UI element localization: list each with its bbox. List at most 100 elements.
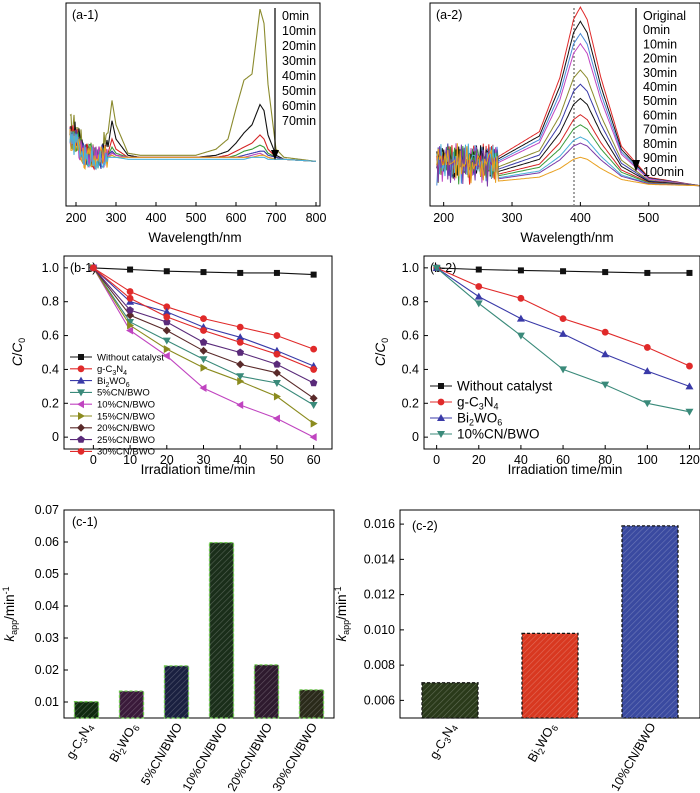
b1-legend-label: 25%CN/BWO (97, 435, 155, 446)
b2-xtick-label: 20 (472, 453, 486, 467)
c1-ytick-label: 0.02 (35, 663, 59, 677)
c2-ytick-label: 0.008 (364, 658, 395, 672)
b2-legend-label: Without catalyst (457, 379, 553, 394)
a1-xtick-label: 300 (106, 211, 127, 225)
c2-bar-hatch (622, 525, 678, 718)
a2-xtick-label: 400 (570, 211, 591, 225)
c2-ytick-label: 0.016 (364, 517, 395, 531)
b1-point-20%CN/BWO (236, 360, 245, 369)
b1-legend-label: Bi2WO6 (97, 376, 130, 389)
b2-ytick-label: 0 (412, 430, 419, 444)
b1-legend-label: Without catalyst (97, 352, 164, 363)
b2-point-10%CN/BWO (643, 400, 652, 408)
c2-bar-hatch (422, 682, 478, 718)
c1-category-label: 10%CN/BWO (180, 720, 230, 793)
c1-panel-label: (c-1) (72, 515, 98, 529)
a1-time-arrow-head (271, 150, 279, 160)
a2-time-label: 10min (643, 37, 677, 51)
b2-legend-marker (437, 431, 445, 438)
b2-point-Without catalyst (644, 269, 651, 276)
b2-point-g-C3N4 (475, 283, 483, 290)
b1-point-g-C3N4 (163, 303, 171, 311)
panel-a1: (a-1) 200 300 400 500 600 700 800 Wavelength/n… (65, 2, 326, 245)
b2-legend-marker (437, 398, 445, 406)
b1-legend-marker (77, 435, 85, 443)
b2-legend-label: 10%CN/BWO (457, 427, 540, 442)
b2-ytick-label: 0.4 (402, 362, 419, 376)
b1-point-25%CN/BWO (163, 318, 171, 326)
b2-xtick-label: 40 (514, 453, 528, 467)
c1-bar-hatch (299, 689, 324, 718)
b1-xtick-label: 60 (307, 453, 321, 467)
b2-ytick-label: 1.0 (402, 261, 419, 275)
c1-category-label: 20%CN/BWO (225, 720, 275, 793)
b1-point-30%CN/BWO (200, 327, 207, 334)
c2-ytick-label: 0.012 (364, 588, 395, 602)
b1-point-5%CN/BWO (272, 379, 281, 387)
c1-ytick-label: 0.06 (35, 535, 59, 549)
b1-ytick-label: 0.8 (42, 295, 59, 309)
b1-point-30%CN/BWO (163, 313, 171, 321)
b1-ytick-label: 1.0 (42, 261, 59, 275)
b1-ytick-label: 0 (52, 430, 59, 444)
b2-xtick-label: 80 (598, 453, 612, 467)
a1-xtick-label: 200 (66, 211, 87, 225)
b1-point-25%CN/BWO (199, 338, 208, 346)
c1-frame (63, 509, 335, 719)
b2-ytick-label: 0.8 (402, 295, 419, 309)
a2-xtick-label: 500 (638, 211, 659, 225)
b1-point-25%CN/BWO (236, 348, 244, 356)
b1-panel-label: (b-1) (70, 261, 96, 275)
b2-point-g-C3N4 (686, 362, 693, 370)
a2-time-arrow-head (632, 160, 640, 172)
a2-time-label: 20min (643, 52, 677, 66)
c1-y-axis-label: kapp/min-1 (1, 586, 19, 641)
c1-ytick-label: 0.05 (35, 567, 59, 581)
panel-a2: (a-2) 200 300 400 500 Wavelength/nm Origina… (429, 2, 700, 245)
b1-point-15%CN/BWO (237, 377, 245, 386)
c2-category-label: Bi2WO6 (525, 721, 560, 766)
a2-series-100min (436, 143, 700, 187)
panel-b1: (b-1) 0 10 20 30 40 50 60 0 0.2 0.4 0.6 0.8 1.0 With… (10, 255, 333, 477)
a2-xtick-label: 200 (433, 211, 454, 225)
a1-time-label: 40min (282, 69, 316, 83)
b1-point-15%CN/BWO (200, 363, 208, 372)
b1-line-g-C3N4 (93, 267, 314, 350)
b1-point-15%CN/BWO (163, 345, 171, 354)
c1-category-label: 30%CN/BWO (270, 720, 320, 793)
b2-ytick-label: 0.2 (402, 396, 419, 410)
b2-point-Bi2WO6 (685, 382, 694, 390)
b1-point-Without catalyst (127, 266, 134, 273)
c1-bar-hatch (74, 701, 99, 718)
a2-time-label: 0min (643, 23, 670, 37)
b2-point-Without catalyst (686, 269, 693, 276)
b1-point-15%CN/BWO (273, 392, 281, 401)
b1-point-10%CN/BWO (162, 351, 170, 360)
b1-point-5%CN/BWO (199, 356, 208, 364)
c2-ytick-label: 0.014 (364, 552, 395, 566)
b1-legend-marker (77, 400, 84, 409)
c2-bar-hatch (522, 633, 578, 718)
b2-ytick-label: 0.6 (402, 329, 419, 343)
b2-point-Bi2WO6 (474, 292, 483, 300)
c1-category-label: 5%CN/BWO (138, 720, 185, 787)
b1-legend-label: 5%CN/BWO (97, 388, 150, 399)
a2-x-axis-label: Wavelength/nm (520, 230, 613, 245)
b2-point-Bi2WO6 (601, 350, 610, 358)
b2-point-Bi2WO6 (516, 314, 525, 322)
b2-point-10%CN/BWO (685, 408, 694, 416)
b1-point-30%CN/BWO (273, 350, 281, 358)
c2-ytick-label: 0.006 (364, 693, 395, 707)
a2-time-label: 40min (643, 80, 677, 94)
b1-xtick-label: 30 (197, 453, 211, 467)
b1-legend-marker (77, 423, 85, 432)
c1-bar-hatch (254, 664, 279, 718)
a1-xtick-label: 700 (266, 211, 287, 225)
b2-point-g-C3N4 (643, 344, 651, 351)
c2-category-label: g-C3N4 (427, 721, 460, 763)
b2-y-axis-label: C/C0 (373, 338, 390, 366)
a2-time-label: 100min (643, 165, 684, 179)
a1-time-label: 60min (282, 99, 316, 113)
b2-point-Without catalyst (560, 268, 567, 275)
